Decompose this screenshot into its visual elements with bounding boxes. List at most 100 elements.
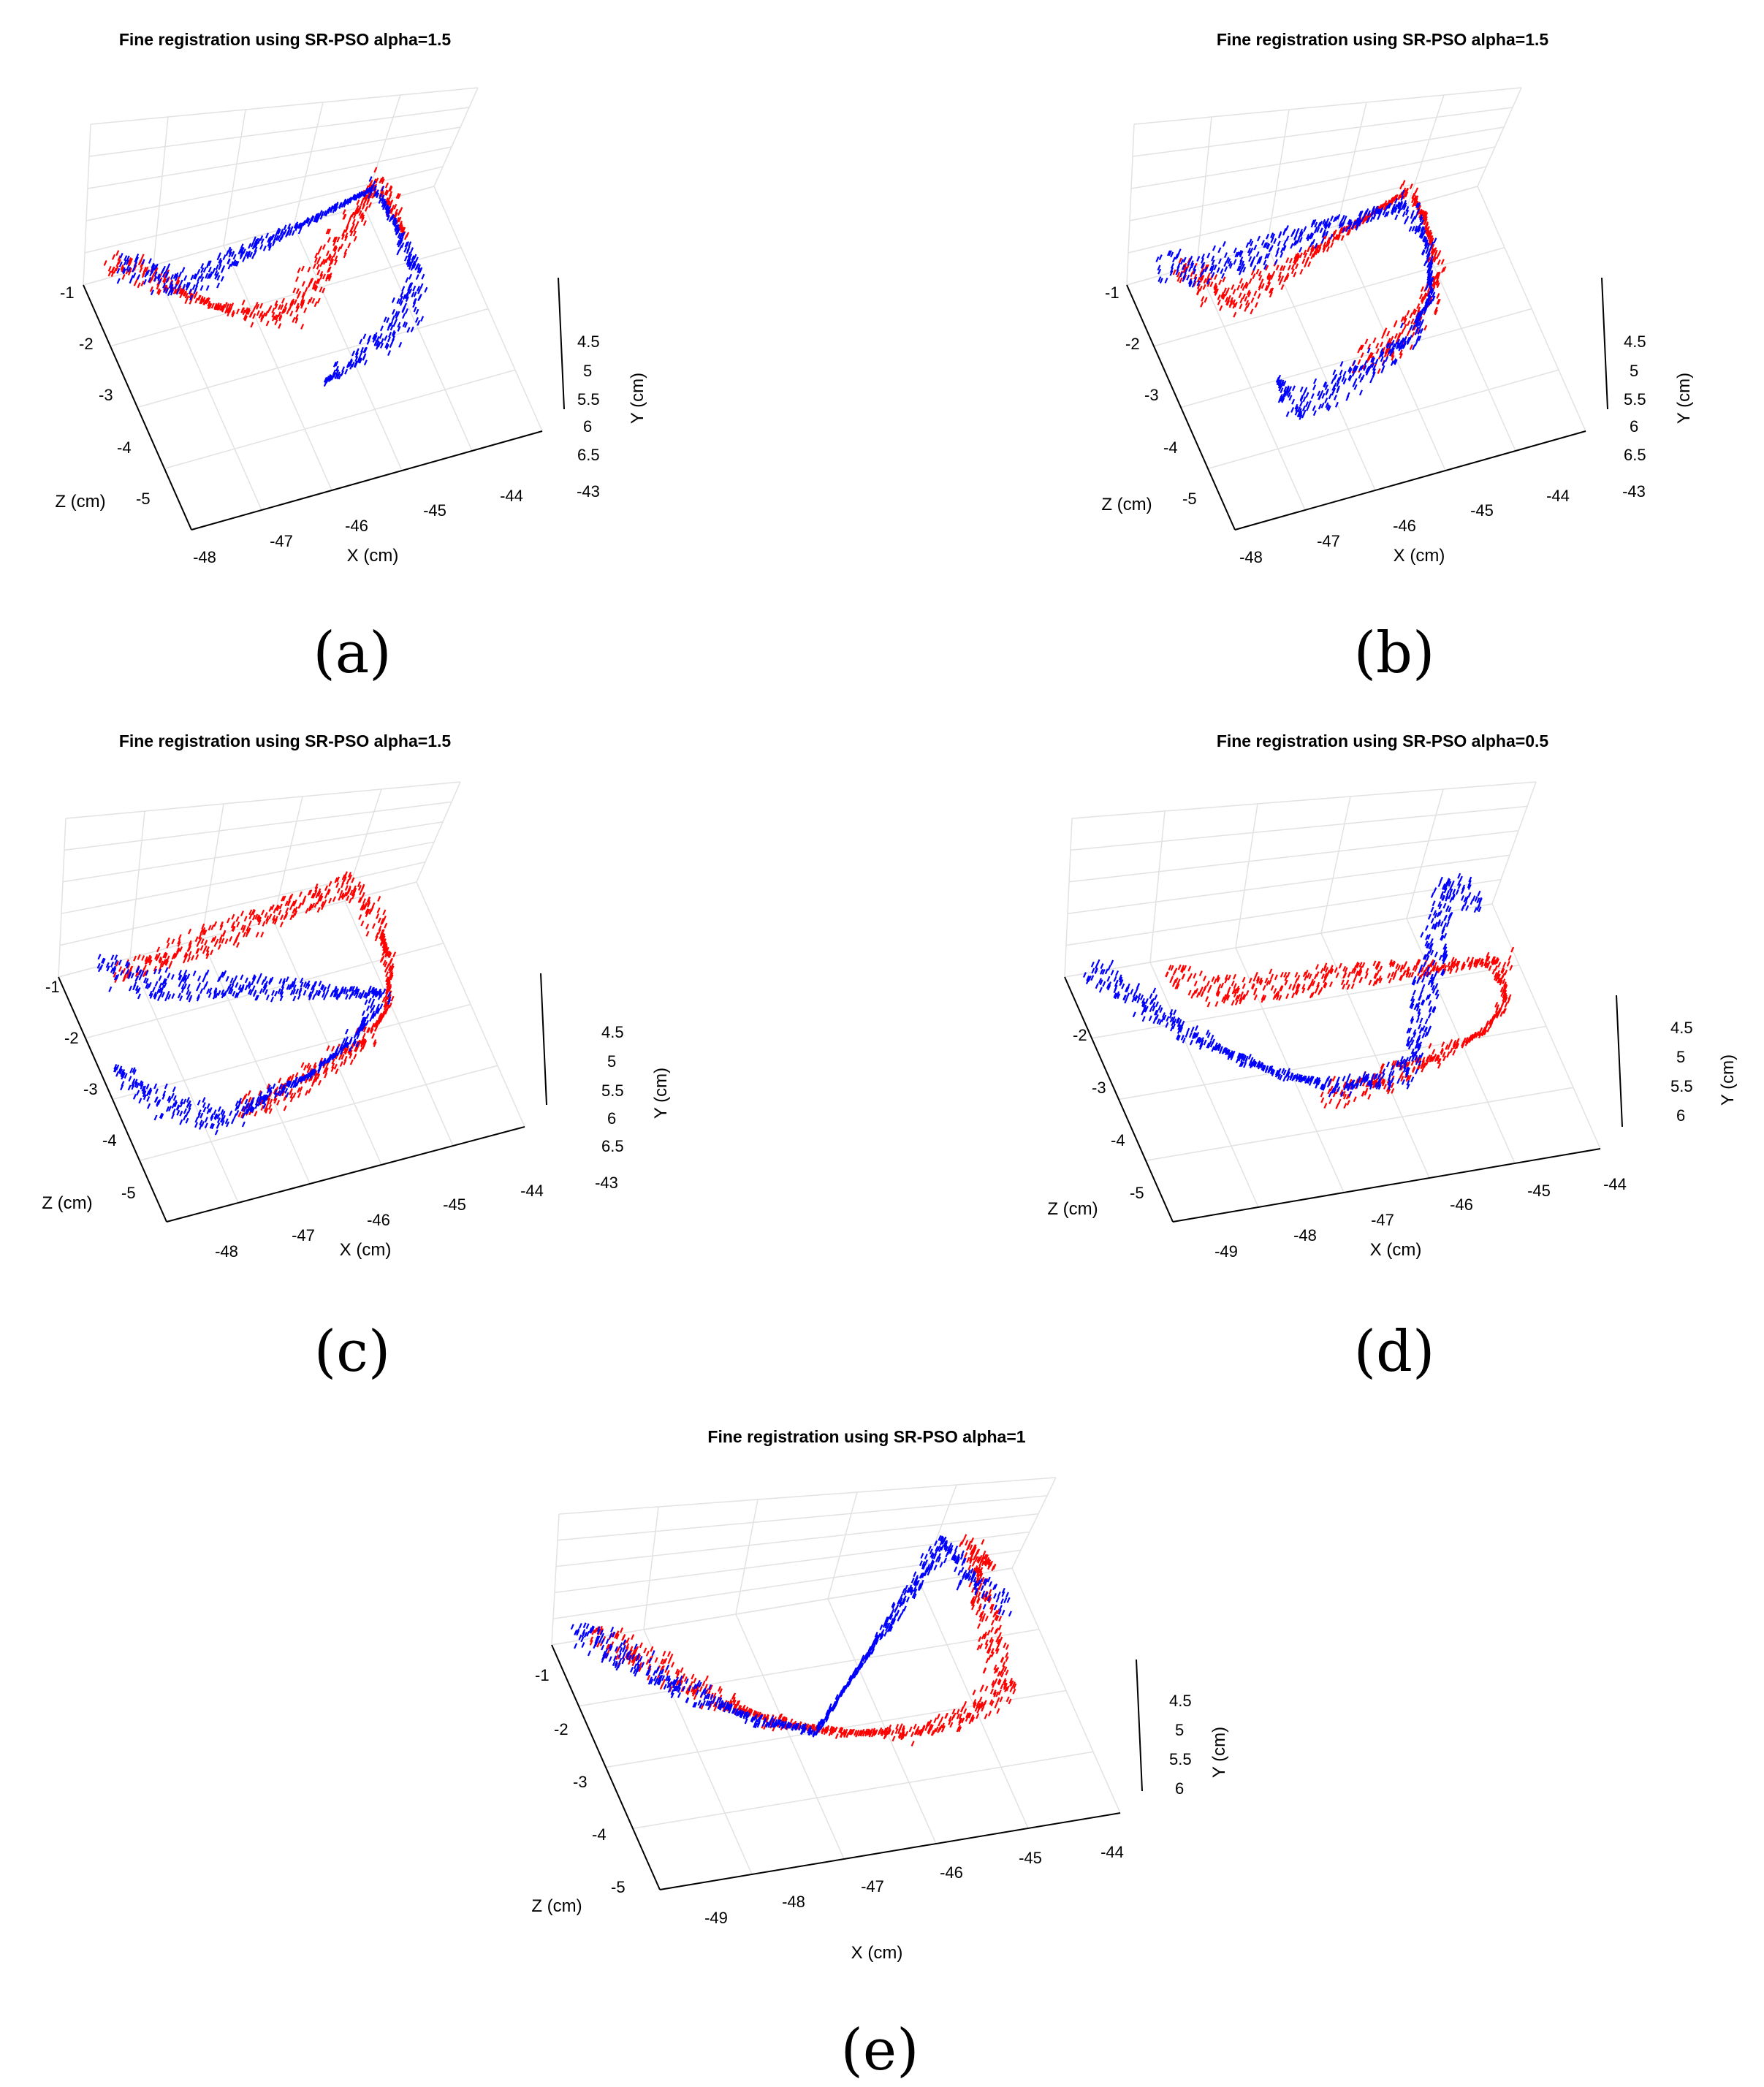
data-point (313, 902, 318, 908)
data-point (319, 892, 323, 899)
data-point (1372, 980, 1377, 987)
data-point (1427, 256, 1432, 263)
y-axis-line (558, 277, 565, 410)
data-point (106, 965, 110, 972)
data-point (113, 972, 117, 978)
data-point (1449, 968, 1453, 975)
x-tick-label: -43 (595, 1174, 618, 1192)
data-point (166, 942, 170, 949)
data-point (1424, 1031, 1429, 1038)
data-point (1396, 965, 1401, 971)
data-point (1486, 951, 1490, 958)
data-point (1208, 984, 1212, 991)
data-point (396, 228, 400, 235)
data-point (1418, 316, 1422, 322)
data-point (1258, 275, 1263, 281)
data-point (691, 1673, 695, 1680)
data-point (1318, 403, 1322, 410)
data-point (365, 1019, 369, 1026)
data-point (1364, 338, 1369, 345)
data-point (384, 945, 388, 951)
data-point (622, 1633, 626, 1640)
data-point (305, 908, 309, 914)
data-point (411, 292, 415, 297)
data-point (1311, 219, 1315, 226)
data-point (281, 982, 285, 989)
data-point (1401, 1079, 1405, 1085)
data-point (1429, 240, 1434, 246)
y-tick-label: 6.5 (577, 446, 600, 464)
data-point (306, 218, 311, 224)
data-point (328, 881, 332, 887)
panel-c: Fine registration using SR-PSO alpha=1.5… (42, 731, 671, 1385)
data-point (206, 1103, 210, 1109)
data-point (218, 264, 222, 270)
data-point (1437, 1058, 1441, 1065)
data-point (111, 254, 115, 260)
panel-caption: (c) (314, 1319, 391, 1385)
data-point (128, 985, 133, 992)
data-point (1264, 253, 1269, 259)
data-point (1432, 1006, 1437, 1012)
data-point (154, 263, 159, 270)
data-point (647, 1674, 651, 1681)
data-point (164, 967, 169, 973)
data-point (361, 989, 365, 996)
data-point (167, 290, 171, 297)
data-point (1236, 993, 1241, 1000)
data-point (1232, 289, 1236, 295)
data-point (1503, 996, 1508, 1003)
data-point (1200, 262, 1204, 269)
data-point (1347, 227, 1352, 234)
data-point (237, 248, 242, 255)
data-point (253, 989, 257, 996)
data-point (157, 289, 161, 296)
data-point (1419, 293, 1423, 300)
data-point (1193, 973, 1197, 979)
data-point (301, 281, 305, 287)
data-point (1327, 1088, 1331, 1095)
data-point (213, 941, 218, 947)
data-point (213, 987, 218, 994)
data-point (113, 1063, 118, 1070)
data-point (367, 902, 371, 908)
data-point (131, 1084, 135, 1090)
data-point (162, 1090, 167, 1097)
data-point (1507, 997, 1511, 1004)
data-point (1421, 1033, 1426, 1039)
data-point (1344, 1082, 1348, 1089)
data-point (161, 979, 166, 986)
data-point (378, 925, 382, 932)
data-point (1418, 1057, 1422, 1064)
data-point (417, 295, 422, 302)
data-point (620, 1627, 624, 1633)
data-point (133, 981, 137, 988)
data-point (645, 1659, 650, 1665)
data-point (1331, 378, 1335, 384)
data-point (102, 958, 106, 964)
data-point (1424, 1018, 1429, 1025)
data-point (1293, 1074, 1297, 1080)
data-point (1407, 1055, 1412, 1062)
data-point (145, 978, 149, 984)
data-point (1261, 283, 1265, 289)
grid (83, 87, 543, 531)
data-point (1290, 268, 1295, 275)
data-point (142, 1085, 146, 1092)
data-point (1179, 277, 1183, 284)
data-point (267, 237, 271, 243)
data-point (218, 259, 223, 266)
data-point (712, 1692, 717, 1699)
data-point (282, 895, 286, 902)
data-point (412, 263, 417, 269)
data-point (361, 883, 365, 890)
data-point (216, 275, 221, 281)
data-point (1372, 1082, 1376, 1089)
data-point (221, 1119, 225, 1126)
data-point (296, 305, 300, 311)
data-point (1280, 252, 1284, 258)
data-point (208, 1107, 213, 1113)
data-point (149, 992, 153, 999)
data-point (1377, 1078, 1381, 1084)
data-point (1424, 940, 1429, 947)
